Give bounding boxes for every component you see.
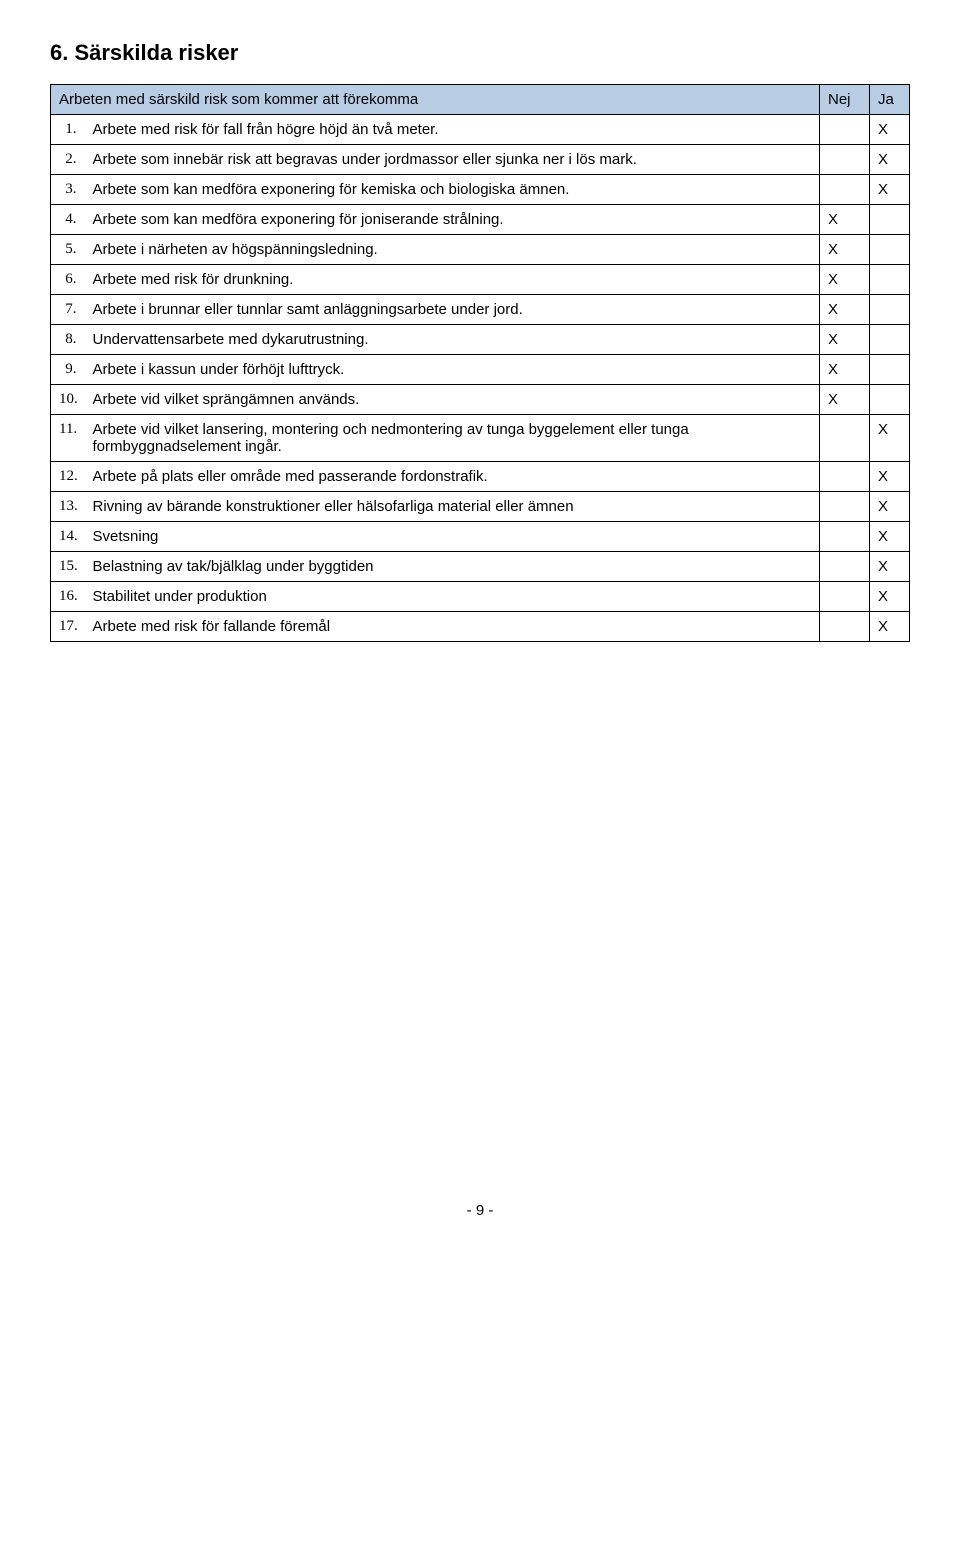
row-text: Arbete som kan medföra exponering för ke… [85, 175, 820, 205]
row-number: 4. [51, 205, 85, 235]
row-number: 2. [51, 145, 85, 175]
row-number: 9. [51, 355, 85, 385]
table-row: 12.Arbete på plats eller område med pass… [51, 462, 910, 492]
row-text: Arbete i brunnar eller tunnlar samt anlä… [85, 295, 820, 325]
row-ja: X [870, 175, 910, 205]
row-nej [820, 552, 870, 582]
row-nej [820, 415, 870, 462]
table-row: 4.Arbete som kan medföra exponering för … [51, 205, 910, 235]
row-ja [870, 205, 910, 235]
table-row: 3.Arbete som kan medföra exponering för … [51, 175, 910, 205]
row-text: Undervattensarbete med dykarutrustning. [85, 325, 820, 355]
row-text: Arbete i närheten av högspänningsledning… [85, 235, 820, 265]
table-row: 10.Arbete vid vilket sprängämnen används… [51, 385, 910, 415]
table-row: 1.Arbete med risk för fall från högre hö… [51, 115, 910, 145]
row-text: Arbete på plats eller område med passera… [85, 462, 820, 492]
row-nej [820, 145, 870, 175]
row-text: Svetsning [85, 522, 820, 552]
row-ja [870, 385, 910, 415]
row-number: 17. [51, 612, 85, 642]
row-nej: X [820, 355, 870, 385]
row-nej [820, 175, 870, 205]
row-number: 8. [51, 325, 85, 355]
row-ja [870, 235, 910, 265]
row-text: Rivning av bärande konstruktioner eller … [85, 492, 820, 522]
row-text: Arbete i kassun under förhöjt lufttryck. [85, 355, 820, 385]
row-ja [870, 295, 910, 325]
row-ja: X [870, 552, 910, 582]
row-nej: X [820, 265, 870, 295]
row-number: 5. [51, 235, 85, 265]
row-ja: X [870, 582, 910, 612]
header-desc: Arbeten med särskild risk som kommer att… [51, 85, 820, 115]
table-row: 2.Arbete som innebär risk att begravas u… [51, 145, 910, 175]
row-text: Arbete med risk för fall från högre höjd… [85, 115, 820, 145]
row-number: 7. [51, 295, 85, 325]
row-nej [820, 115, 870, 145]
row-nej: X [820, 385, 870, 415]
row-text: Arbete med risk för fallande föremål [85, 612, 820, 642]
header-nej: Nej [820, 85, 870, 115]
row-nej [820, 492, 870, 522]
row-number: 1. [51, 115, 85, 145]
row-text: Arbete vid vilket lansering, montering o… [85, 415, 820, 462]
row-text: Belastning av tak/bjälklag under byggtid… [85, 552, 820, 582]
table-row: 11.Arbete vid vilket lansering, monterin… [51, 415, 910, 462]
header-ja: Ja [870, 85, 910, 115]
page-number: - 9 - [50, 1202, 910, 1219]
row-ja: X [870, 415, 910, 462]
row-number: 14. [51, 522, 85, 552]
row-ja [870, 355, 910, 385]
row-nej [820, 582, 870, 612]
table-row: 14.Svetsning X [51, 522, 910, 552]
row-nej: X [820, 205, 870, 235]
table-row: 6.Arbete med risk för drunkning.X [51, 265, 910, 295]
row-ja [870, 265, 910, 295]
row-number: 16. [51, 582, 85, 612]
row-ja: X [870, 462, 910, 492]
row-nej [820, 522, 870, 552]
row-ja: X [870, 612, 910, 642]
table-row: 7.Arbete i brunnar eller tunnlar samt an… [51, 295, 910, 325]
table-row: 16.Stabilitet under produktion X [51, 582, 910, 612]
table-row: 17.Arbete med risk för fallande föremål X [51, 612, 910, 642]
row-ja: X [870, 492, 910, 522]
table-row: 9.Arbete i kassun under förhöjt lufttryc… [51, 355, 910, 385]
row-text: Arbete som kan medföra exponering för jo… [85, 205, 820, 235]
row-number: 15. [51, 552, 85, 582]
row-number: 10. [51, 385, 85, 415]
row-nej [820, 612, 870, 642]
table-row: 8.Undervattensarbete med dykarutrustning… [51, 325, 910, 355]
row-nej: X [820, 235, 870, 265]
row-ja: X [870, 145, 910, 175]
row-number: 3. [51, 175, 85, 205]
risk-table: Arbeten med särskild risk som kommer att… [50, 84, 910, 642]
section-heading: 6. Särskilda risker [50, 40, 910, 66]
row-ja: X [870, 522, 910, 552]
table-row: 13.Rivning av bärande konstruktioner ell… [51, 492, 910, 522]
row-ja [870, 325, 910, 355]
row-nej: X [820, 295, 870, 325]
table-header-row: Arbeten med särskild risk som kommer att… [51, 85, 910, 115]
row-text: Arbete som innebär risk att begravas und… [85, 145, 820, 175]
row-number: 13. [51, 492, 85, 522]
row-text: Arbete vid vilket sprängämnen används. [85, 385, 820, 415]
row-text: Arbete med risk för drunkning. [85, 265, 820, 295]
row-number: 11. [51, 415, 85, 462]
table-row: 5.Arbete i närheten av högspänningsledni… [51, 235, 910, 265]
row-nej: X [820, 325, 870, 355]
row-number: 12. [51, 462, 85, 492]
row-text: Stabilitet under produktion [85, 582, 820, 612]
table-row: 15.Belastning av tak/bjälklag under bygg… [51, 552, 910, 582]
row-ja: X [870, 115, 910, 145]
row-nej [820, 462, 870, 492]
row-number: 6. [51, 265, 85, 295]
